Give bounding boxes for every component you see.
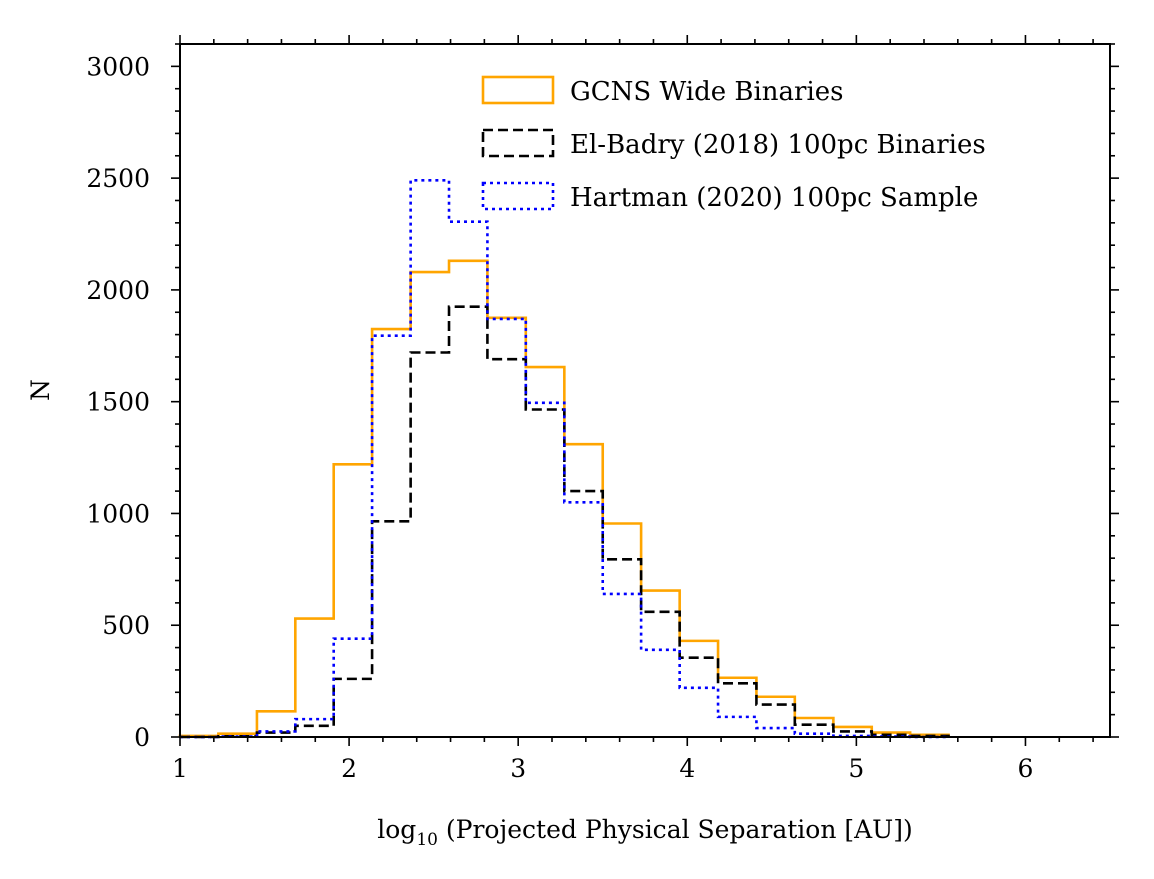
y-tick-label: 2000 [86,276,150,305]
x-axis-label-suffix: (Projected Physical Separation [AU]) [438,815,913,844]
legend-swatch-gcns [481,75,555,105]
legend-entry-gcns: GCNS Wide Binaries [481,75,844,107]
x-tick-label: 1 [172,754,188,783]
legend-label-hartman: Hartman (2020) 100pc Sample [570,183,978,213]
y-tick-label: 3000 [86,52,150,81]
series-line-0 [178,259,950,738]
y-tick-label: 500 [102,611,150,640]
x-axis-label-subscript: 10 [416,830,438,850]
x-tick-label: 5 [848,754,864,783]
x-axis-label-prefix: log [377,815,416,844]
legend: GCNS Wide Binaries El-Badry (2018) 100pc… [481,75,986,213]
y-tick-label: 1500 [86,388,150,417]
tick-labels-layer: 1 2 3 4 5 6 0 500 1000 1500 2000 2500 3000 [86,52,1033,783]
y-tick-label: 2500 [86,164,150,193]
x-tick-label: 2 [341,754,357,783]
x-tick-label: 4 [679,754,695,783]
series-line-2 [180,179,949,739]
plot-frame [179,43,1111,738]
legend-entry-hartman: Hartman (2020) 100pc Sample [481,181,978,213]
x-tick-label: 6 [1018,754,1034,783]
y-axis-label: N [26,379,55,401]
series-layer [178,179,950,739]
legend-label-gcns: GCNS Wide Binaries [570,77,844,107]
y-tick-label: 1000 [86,499,150,528]
legend-swatch-hartman [481,181,555,211]
x-tick-label: 3 [510,754,526,783]
legend-entry-el-badry: El-Badry (2018) 100pc Binaries [481,128,986,160]
series-line-1 [180,305,950,739]
y-tick-label: 0 [134,723,150,752]
legend-swatch-el-badry [481,128,555,158]
x-axis-label: log10 (Projected Physical Separation [AU… [377,815,913,850]
legend-label-el-badry: El-Badry (2018) 100pc Binaries [570,130,986,160]
